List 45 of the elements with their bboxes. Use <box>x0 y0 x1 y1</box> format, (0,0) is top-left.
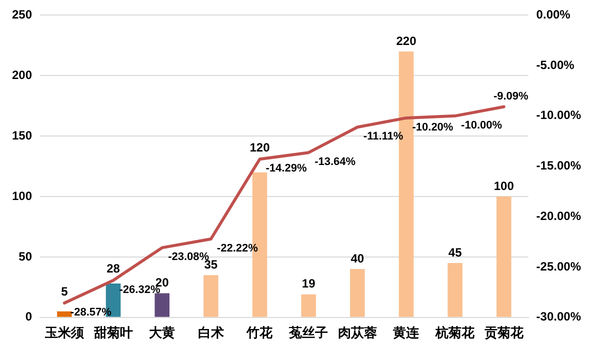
x-tick-label: 贡菊花 <box>484 324 524 340</box>
y-tick-label: 150 <box>12 128 32 142</box>
y-tick-label: 100 <box>12 188 32 203</box>
bar <box>154 293 170 317</box>
data-label: 19 <box>302 276 316 291</box>
x-tick-label: 肉苁蓉 <box>338 324 377 340</box>
bar <box>496 196 512 317</box>
data-label: -10.00% <box>461 119 502 132</box>
data-label: 120 <box>250 140 270 154</box>
bar <box>350 269 365 317</box>
x-tick-label: 竹花 <box>246 324 274 340</box>
y2-tick-label: -30.00% <box>536 310 582 324</box>
data-label: 40 <box>350 251 364 266</box>
data-label: 45 <box>448 245 462 260</box>
x-tick-label: 大黄 <box>149 324 176 340</box>
y-tick-label: 0 <box>25 310 32 324</box>
data-label: -14.29% <box>266 162 307 175</box>
data-label: -22.22% <box>216 242 258 255</box>
y-tick-label: 250 <box>12 8 32 22</box>
bar <box>57 311 72 317</box>
y-tick-label: 200 <box>12 68 32 82</box>
x-tick-label: 白术 <box>198 324 224 340</box>
x-tick-label: 黄连 <box>392 324 420 340</box>
y2-tick-label: -25.00% <box>536 259 582 274</box>
y2-tick-label: -10.00% <box>536 108 582 122</box>
data-label: 220 <box>396 34 417 48</box>
data-label: 28 <box>106 262 120 276</box>
data-label: -13.64% <box>314 156 356 168</box>
y2-tick-label: -20.00% <box>536 208 582 223</box>
y2-tick-label: -5.00% <box>536 58 575 72</box>
x-tick-label: 菟丝子 <box>288 324 328 340</box>
bar <box>204 275 218 317</box>
data-label: -9.09% <box>493 90 529 102</box>
x-tick-label: 甜菊叶 <box>92 324 133 340</box>
data-label: 100 <box>494 178 514 193</box>
data-label: -11.11% <box>363 130 404 143</box>
x-tick-label: 杭菊花 <box>434 324 476 340</box>
data-label: 5 <box>61 284 68 298</box>
bar <box>448 263 462 317</box>
bar <box>301 294 316 317</box>
y2-tick-label: 0.00% <box>536 8 571 22</box>
y2-tick-label: -15.00% <box>536 158 582 173</box>
x-tick-label: 玉米须 <box>44 324 85 340</box>
data-label: -10.20% <box>412 121 454 134</box>
y-tick-label: 50 <box>18 249 32 264</box>
